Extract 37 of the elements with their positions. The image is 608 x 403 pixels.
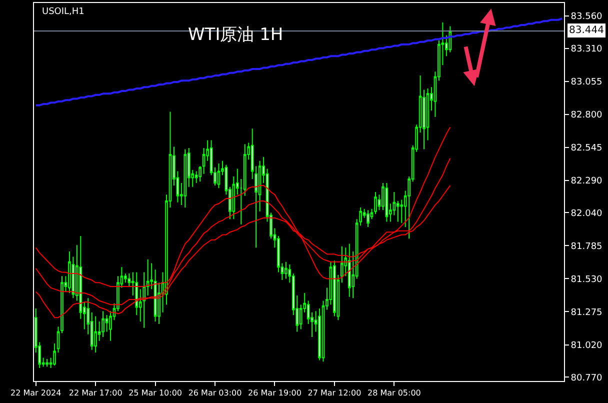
x-tick-label: 26 Mar 19:00 (248, 388, 302, 398)
y-tick-label: 83.310 (570, 44, 603, 54)
candlestick (333, 260, 336, 317)
y-tick-label: 80.770 (570, 373, 603, 384)
y-tick-label: 82.545 (570, 143, 602, 154)
candlestick (340, 246, 344, 284)
y-tick-label: 81.785 (570, 242, 602, 252)
candlestick (348, 243, 351, 298)
x-tick-label: 25 Mar 10:00 (128, 388, 182, 398)
y-tick-label: 83.055 (570, 77, 602, 88)
candlestick (53, 342, 56, 366)
candlestick (102, 310, 104, 338)
candlestick (385, 182, 388, 222)
candlestick (374, 192, 377, 215)
x-tick-label: 22 Mar 17:00 (68, 388, 122, 398)
candlestick (217, 163, 220, 189)
y-tick-label: 81.530 (570, 274, 603, 285)
x-tick-label: 28 Mar 05:00 (367, 388, 421, 398)
y-tick-label: 81.275 (570, 308, 602, 318)
annotation: USOIL,H1 (42, 7, 84, 17)
candlestick (184, 148, 187, 208)
x-tick-label: 22 Mar 2024 (10, 388, 62, 398)
annotation: WTI原油 1H (188, 25, 284, 45)
y-tick-label: 81.020 (570, 340, 603, 351)
y-tick-label: 83.560 (570, 12, 603, 22)
candlestick (94, 316, 97, 354)
candlestick (284, 261, 288, 280)
line-series (34, 18, 564, 106)
x-tick-label: 26 Mar 03:00 (188, 388, 242, 398)
y-tick-label: 82.800 (570, 110, 603, 120)
x-tick-label: 27 Mar 12:00 (308, 388, 362, 398)
candlestick (198, 166, 202, 182)
candlestick (366, 210, 370, 228)
y-tick-label: 82.290 (570, 176, 603, 186)
y-tick-label: 82.040 (570, 208, 603, 219)
candlestick (46, 358, 48, 368)
ref-line-label: 83.444 (569, 25, 604, 36)
